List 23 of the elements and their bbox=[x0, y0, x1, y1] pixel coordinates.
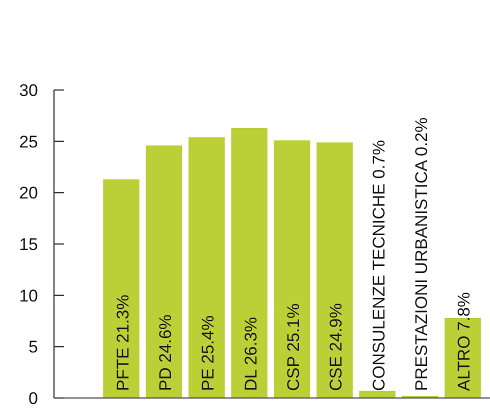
x-tick-label: PE 25.4% bbox=[198, 315, 218, 391]
y-tick-label: 0 bbox=[28, 388, 38, 408]
bar bbox=[274, 140, 310, 398]
x-tick-label: PD 24.6% bbox=[156, 314, 175, 391]
bar bbox=[231, 128, 268, 398]
y-tick-label: 5 bbox=[28, 338, 38, 357]
x-tick-label: CONSULENZE TECNICHE 0.7% bbox=[369, 140, 388, 391]
y-tick-label: 10 bbox=[19, 286, 38, 306]
bar bbox=[188, 137, 225, 398]
x-tick-label: CSE 24.9% bbox=[326, 303, 346, 391]
bar bbox=[103, 179, 140, 398]
x-tick-label: DL 26.3% bbox=[241, 316, 260, 391]
bar bbox=[316, 142, 353, 398]
y-tick-label: 15 bbox=[19, 234, 38, 254]
x-tick-label: CSP 25.1% bbox=[284, 303, 303, 391]
x-tick-label: ALTRO 7.8% bbox=[454, 292, 474, 391]
x-tick-label: PFTE 21.3% bbox=[113, 294, 132, 391]
bar bbox=[146, 145, 182, 398]
y-tick-label: 25 bbox=[19, 132, 38, 152]
x-tick-label: PRESTAZIONI URBANISTICA 0.2% bbox=[412, 117, 432, 391]
y-tick-label: 20 bbox=[19, 184, 38, 203]
y-tick-label: 30 bbox=[19, 80, 38, 100]
bar bbox=[359, 390, 396, 398]
